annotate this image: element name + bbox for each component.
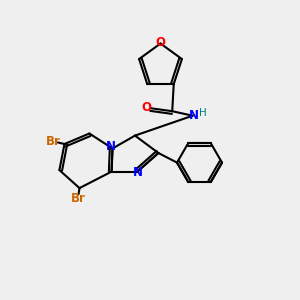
Text: N: N	[188, 109, 199, 122]
Text: O: O	[142, 101, 152, 114]
Text: N: N	[132, 166, 142, 179]
Text: O: O	[155, 36, 166, 49]
Text: Br: Br	[70, 191, 86, 205]
Text: Br: Br	[46, 135, 61, 148]
Text: H: H	[199, 108, 206, 118]
Text: N: N	[106, 140, 116, 154]
